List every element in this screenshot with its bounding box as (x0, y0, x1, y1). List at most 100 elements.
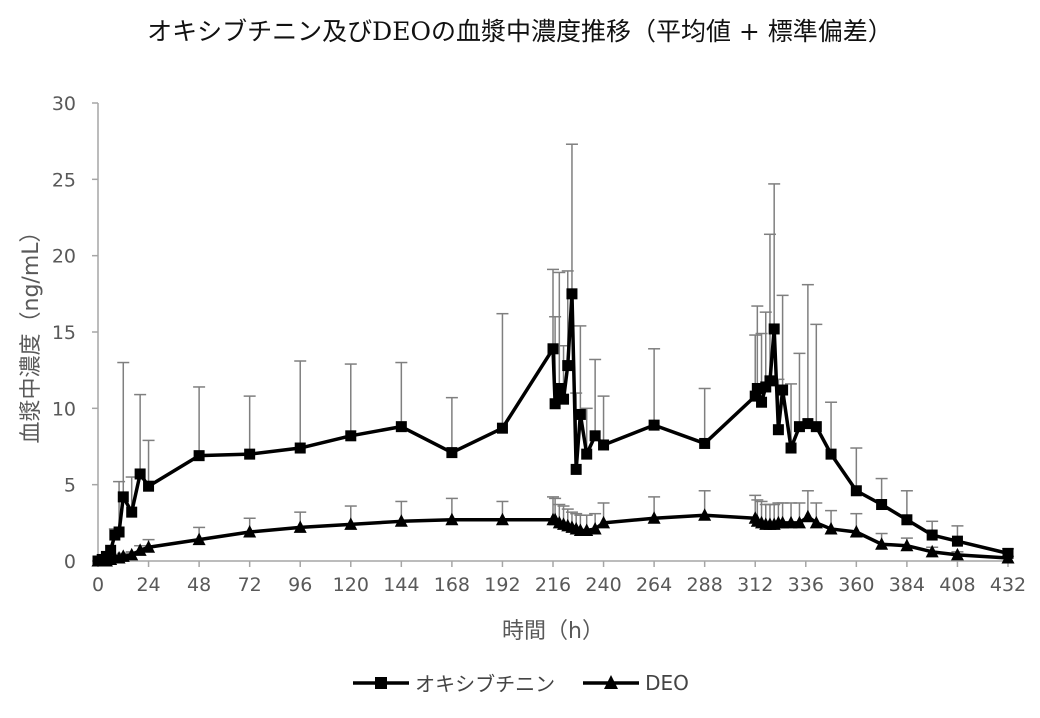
y-tick-label: 0 (64, 551, 76, 573)
data-point-oxybutynin (566, 288, 578, 300)
y-tick-label: 25 (52, 169, 76, 191)
data-point-oxybutynin (777, 384, 789, 396)
data-point-oxybutynin (143, 480, 155, 492)
x-tick-label: 264 (636, 574, 672, 596)
legend-swatch-square (353, 676, 410, 689)
data-point-oxybutynin (850, 485, 862, 497)
data-point-deo (809, 515, 823, 529)
data-point-oxybutynin (926, 529, 938, 541)
data-point-deo (925, 544, 939, 558)
data-point-deo (792, 515, 806, 529)
data-point-deo (125, 547, 139, 561)
data-point-oxybutynin (113, 526, 125, 538)
data-point-deo (142, 540, 156, 553)
data-point-deo (875, 537, 889, 550)
data-point-oxybutynin (749, 390, 761, 402)
data-point-oxybutynin (810, 421, 822, 433)
data-point-oxybutynin (574, 408, 586, 420)
legend-label-oxybutynin: オキシブチニン (415, 672, 556, 696)
data-point-deo (784, 515, 798, 529)
x-tick-label: 288 (687, 574, 723, 596)
data-point-deo (495, 512, 509, 526)
x-tick-label: 360 (838, 574, 874, 596)
data-point-deo (243, 524, 257, 538)
data-point-oxybutynin (760, 381, 772, 393)
data-point-oxybutynin (756, 396, 768, 408)
data-point-oxybutynin (825, 448, 837, 460)
data-point-oxybutynin (785, 442, 797, 454)
x-tick-label: 72 (238, 574, 262, 596)
data-point-oxybutynin (581, 448, 593, 460)
data-point-oxybutynin (549, 398, 561, 410)
data-point-oxybutynin (395, 421, 407, 433)
data-point-oxybutynin (699, 437, 711, 449)
data-point-oxybutynin (751, 382, 763, 394)
data-point-oxybutynin (768, 323, 780, 335)
data-point-oxybutynin (553, 382, 565, 394)
legend: オキシブチニン DEO (0, 668, 1040, 697)
x-axis-label: 時間（h） (502, 619, 604, 644)
data-point-deo (776, 515, 790, 529)
x-tick-label: 336 (788, 574, 824, 596)
data-point-deo (849, 524, 863, 538)
data-point-oxybutynin (876, 499, 888, 511)
y-tick-label: 30 (52, 93, 76, 115)
data-point-oxybutynin (558, 393, 570, 405)
data-point-deo (293, 520, 307, 533)
data-point-deo (192, 532, 206, 546)
legend-label-deo: DEO (645, 670, 689, 695)
data-point-deo (824, 521, 838, 535)
data-point-oxybutynin (126, 506, 138, 518)
data-point-oxybutynin (648, 419, 660, 431)
data-point-oxybutynin (598, 439, 610, 451)
y-axis-label: 血漿中濃度（ng/mL） (19, 220, 44, 443)
x-tick-label: 408 (939, 574, 975, 596)
x-tick-label: 48 (187, 574, 211, 596)
data-point-oxybutynin (547, 343, 559, 355)
legend-swatch-triangle (583, 674, 640, 689)
data-point-deo (950, 547, 964, 561)
legend-item-oxybutynin: オキシブチニン (351, 668, 555, 697)
data-point-oxybutynin (496, 422, 508, 434)
y-tick-label: 15 (52, 322, 76, 344)
legend-item-deo: DEO (581, 671, 689, 695)
x-tick-label: 240 (585, 574, 621, 596)
data-point-oxybutynin (134, 468, 146, 480)
data-point-deo (394, 514, 408, 527)
x-tick-label: 168 (434, 574, 470, 596)
x-tick-label: 192 (484, 574, 520, 596)
x-tick-label: 96 (288, 574, 312, 596)
y-tick-label: 5 (64, 475, 76, 497)
data-point-oxybutynin (117, 491, 129, 503)
data-point-deo (801, 509, 815, 523)
data-point-deo (588, 521, 602, 535)
data-point-oxybutynin (901, 514, 913, 526)
data-point-oxybutynin (772, 424, 784, 436)
data-point-oxybutynin (589, 430, 601, 442)
data-point-oxybutynin (570, 463, 582, 475)
x-tick-label: 0 (92, 574, 104, 596)
data-point-deo (900, 538, 914, 552)
x-tick-label: 432 (990, 574, 1026, 596)
data-point-oxybutynin (294, 442, 306, 454)
x-tick-label: 312 (737, 574, 773, 596)
x-tick-label: 216 (535, 574, 571, 596)
data-point-deo (698, 508, 712, 521)
data-point-oxybutynin (345, 430, 357, 442)
data-point-oxybutynin (193, 450, 205, 462)
data-point-oxybutynin (105, 544, 117, 556)
plot-area: 0 5 10 15 20 25 30 0 24 48 72 96 120 144 168 192 216 240 2… (19, 93, 1026, 644)
data-point-deo (445, 512, 459, 526)
x-tick-label: 144 (383, 574, 419, 596)
chart-title: オキシブチニン及びDEOの血漿中濃度推移（平均値 + 標準偏差） (147, 17, 893, 46)
data-point-deo (1001, 550, 1015, 564)
y-tick-label: 10 (52, 398, 76, 420)
data-point-oxybutynin (764, 375, 776, 387)
data-point-oxybutynin (793, 421, 805, 433)
data-point-oxybutynin (562, 360, 574, 372)
data-point-oxybutynin (951, 535, 963, 547)
data-point-oxybutynin (802, 418, 814, 430)
x-tick-label: 24 (136, 574, 160, 596)
y-tick-label: 20 (52, 246, 76, 268)
data-point-deo (647, 511, 661, 524)
